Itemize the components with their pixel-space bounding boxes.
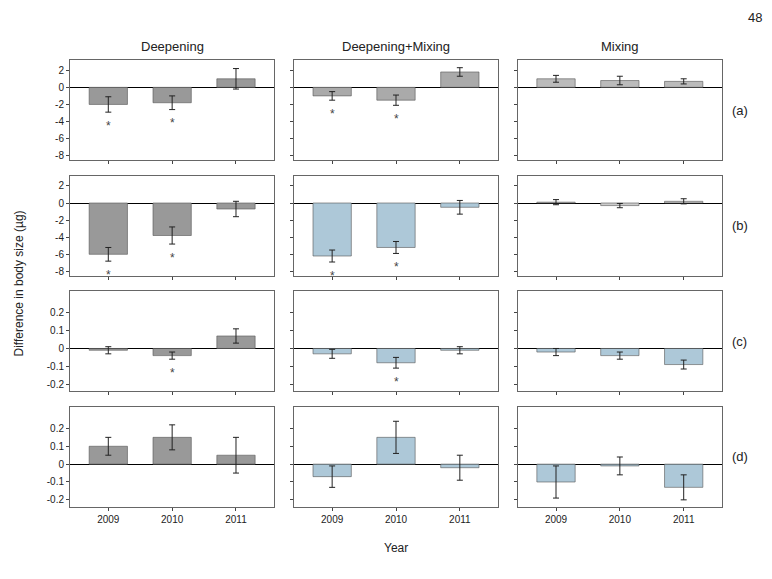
svg-text:48: 48 xyxy=(748,10,762,25)
svg-text:Year: Year xyxy=(384,541,408,555)
svg-text:-0.1: -0.1 xyxy=(47,361,65,372)
svg-text:Difference in body size (µg): Difference in body size (µg) xyxy=(12,210,26,356)
svg-text:2010: 2010 xyxy=(609,514,632,525)
svg-text:(b): (b) xyxy=(732,218,748,233)
svg-text:*: * xyxy=(170,251,175,265)
svg-text:(d): (d) xyxy=(732,449,748,464)
svg-text:0: 0 xyxy=(58,459,64,470)
svg-text:0.2: 0.2 xyxy=(50,423,64,434)
svg-text:2: 2 xyxy=(58,180,64,191)
svg-text:Deepening: Deepening xyxy=(141,39,204,54)
svg-text:-0.1: -0.1 xyxy=(47,476,65,487)
svg-text:*: * xyxy=(170,366,175,380)
svg-text:0: 0 xyxy=(58,198,64,209)
svg-text:-6: -6 xyxy=(55,249,64,260)
svg-text:0: 0 xyxy=(58,82,64,93)
svg-text:0: 0 xyxy=(58,343,64,354)
svg-text:2010: 2010 xyxy=(161,514,184,525)
svg-text:0.1: 0.1 xyxy=(50,441,64,452)
svg-text:2010: 2010 xyxy=(385,514,408,525)
svg-text:2011: 2011 xyxy=(449,514,471,525)
svg-text:-0.2: -0.2 xyxy=(47,379,65,390)
svg-text:*: * xyxy=(394,112,399,126)
svg-text:-8: -8 xyxy=(55,266,64,277)
svg-text:-6: -6 xyxy=(55,133,64,144)
svg-text:*: * xyxy=(170,116,175,130)
svg-text:*: * xyxy=(330,107,335,121)
svg-text:Deepening+Mixing: Deepening+Mixing xyxy=(342,39,450,54)
svg-text:-8: -8 xyxy=(55,150,64,161)
svg-text:2011: 2011 xyxy=(673,514,695,525)
svg-text:-2: -2 xyxy=(55,215,64,226)
svg-text:-4: -4 xyxy=(55,116,64,127)
svg-text:2: 2 xyxy=(58,65,64,76)
svg-text:*: * xyxy=(394,375,399,389)
svg-text:2009: 2009 xyxy=(545,514,568,525)
svg-text:-4: -4 xyxy=(55,232,64,243)
svg-text:-2: -2 xyxy=(55,99,64,110)
svg-text:(c): (c) xyxy=(732,334,747,349)
svg-text:2009: 2009 xyxy=(97,514,120,525)
svg-text:2009: 2009 xyxy=(321,514,344,525)
svg-text:0.2: 0.2 xyxy=(50,307,64,318)
svg-text:*: * xyxy=(106,119,111,133)
svg-text:2011: 2011 xyxy=(225,514,247,525)
svg-text:Mixing: Mixing xyxy=(601,39,639,54)
svg-text:*: * xyxy=(106,268,111,282)
svg-text:-0.2: -0.2 xyxy=(47,494,65,505)
svg-text:(a): (a) xyxy=(732,103,748,118)
svg-text:0.1: 0.1 xyxy=(50,325,64,336)
svg-text:*: * xyxy=(394,260,399,274)
svg-text:*: * xyxy=(330,269,335,283)
